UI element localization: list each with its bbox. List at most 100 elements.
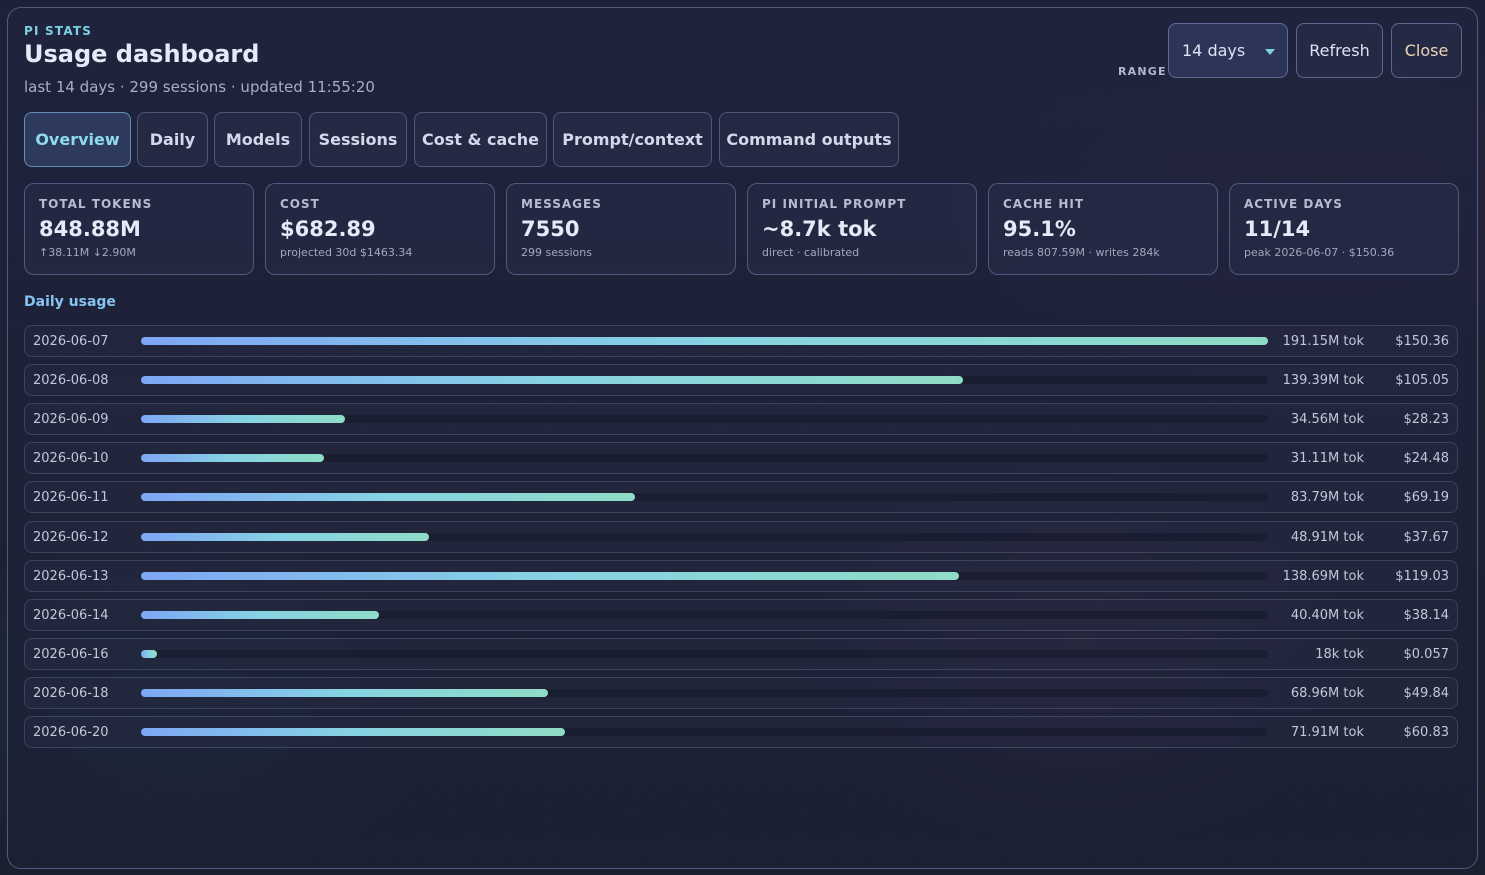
stat-card-cost: COST $682.89 projected 30d $1463.34 [265, 183, 495, 275]
row-cost: $69.19 [1403, 490, 1450, 505]
row-date: 2026-06-10 [33, 451, 109, 466]
row-tokens: 83.79M tok [1290, 490, 1364, 505]
daily-usage-row: 2026-06-16 18k tok $0.057 [24, 638, 1458, 670]
row-date: 2026-06-13 [33, 569, 109, 584]
row-date: 2026-06-20 [33, 725, 109, 740]
stat-card-messages: MESSAGES 7550 299 sessions [506, 183, 736, 275]
row-tokens: 40.40M tok [1290, 608, 1364, 623]
stat-card-sub: projected 30d $1463.34 [280, 246, 413, 259]
tab-models[interactable]: Models [214, 112, 302, 167]
usage-bar-track [141, 650, 1268, 658]
row-tokens: 34.56M tok [1290, 412, 1364, 427]
row-date: 2026-06-09 [33, 412, 109, 427]
row-cost: $0.057 [1403, 647, 1450, 662]
app-eyebrow: PI STATS [24, 24, 93, 38]
refresh-button[interactable]: Refresh [1296, 23, 1383, 78]
row-tokens: 191.15M tok [1282, 334, 1364, 349]
row-date: 2026-06-14 [33, 608, 109, 623]
usage-bar-track [141, 337, 1268, 345]
row-tokens: 71.91M tok [1290, 725, 1364, 740]
row-date: 2026-06-16 [33, 647, 109, 662]
stat-card-total-tokens: TOTAL TOKENS 848.88M ↑38.11M ↓2.90M [24, 183, 254, 275]
row-date: 2026-06-18 [33, 686, 109, 701]
usage-bar [141, 415, 345, 423]
stat-card-label: COST [280, 197, 320, 211]
row-tokens: 138.69M tok [1282, 569, 1364, 584]
tab-daily[interactable]: Daily [137, 112, 208, 167]
stat-card-label: ACTIVE DAYS [1244, 197, 1343, 211]
stat-card-label: TOTAL TOKENS [39, 197, 153, 211]
usage-bar-track [141, 493, 1268, 501]
usage-bar [141, 611, 379, 619]
stat-card-value: $682.89 [280, 217, 376, 241]
usage-bar-track [141, 415, 1268, 423]
row-tokens: 68.96M tok [1290, 686, 1364, 701]
row-date: 2026-06-07 [33, 334, 109, 349]
daily-usage-row: 2026-06-10 31.11M tok $24.48 [24, 442, 1458, 474]
stat-card-value: 7550 [521, 217, 580, 241]
stat-card-active-days: ACTIVE DAYS 11/14 peak 2026-06-07 · $150… [1229, 183, 1459, 275]
chevron-down-icon [1265, 49, 1275, 55]
daily-usage-row: 2026-06-14 40.40M tok $38.14 [24, 599, 1458, 631]
usage-bar-track [141, 728, 1268, 736]
usage-bar [141, 454, 324, 462]
stat-card-label: PI INITIAL PROMPT [762, 197, 907, 211]
daily-usage-title: Daily usage [24, 294, 116, 310]
page-title: Usage dashboard [24, 40, 260, 68]
stat-card-sub: reads 807.59M · writes 284k [1003, 246, 1160, 259]
close-button[interactable]: Close [1391, 23, 1462, 78]
row-cost: $105.05 [1395, 373, 1449, 388]
daily-usage-row: 2026-06-07 191.15M tok $150.36 [24, 325, 1458, 357]
usage-bar [141, 728, 565, 736]
stat-card-sub: peak 2026-06-07 · $150.36 [1244, 246, 1395, 259]
dashboard-panel: PI STATS Usage dashboard last 14 days · … [7, 7, 1478, 869]
usage-bar-track [141, 689, 1268, 697]
range-select-value: 14 days [1182, 41, 1246, 60]
row-cost: $119.03 [1395, 569, 1449, 584]
tab-prompt-context[interactable]: Prompt/context [553, 112, 712, 167]
row-tokens: 139.39M tok [1282, 373, 1364, 388]
stat-card-sub: direct · calibrated [762, 246, 860, 259]
daily-usage-row: 2026-06-18 68.96M tok $49.84 [24, 677, 1458, 709]
row-tokens: 31.11M tok [1290, 451, 1364, 466]
daily-usage-row: 2026-06-09 34.56M tok $28.23 [24, 403, 1458, 435]
tab-cost-cache[interactable]: Cost & cache [414, 112, 547, 167]
range-select[interactable]: 14 days [1168, 23, 1288, 78]
row-cost: $38.14 [1403, 608, 1450, 623]
row-cost: $60.83 [1403, 725, 1450, 740]
daily-usage-row: 2026-06-12 48.91M tok $37.67 [24, 521, 1458, 553]
usage-bar-track [141, 454, 1268, 462]
page-subtitle: last 14 days · 299 sessions · updated 11… [24, 78, 375, 96]
tab-sessions[interactable]: Sessions [309, 112, 407, 167]
row-tokens: 48.91M tok [1290, 530, 1364, 545]
row-cost: $24.48 [1403, 451, 1450, 466]
row-date: 2026-06-12 [33, 530, 109, 545]
usage-bar-track [141, 376, 1268, 384]
usage-bar [141, 689, 548, 697]
stat-card-label: MESSAGES [521, 197, 602, 211]
tab-overview[interactable]: Overview [24, 112, 131, 167]
daily-usage-row: 2026-06-20 71.91M tok $60.83 [24, 716, 1458, 748]
usage-bar [141, 572, 959, 580]
row-date: 2026-06-11 [33, 490, 109, 505]
row-cost: $150.36 [1395, 334, 1449, 349]
usage-bar [141, 650, 157, 658]
row-tokens: 18k tok [1315, 647, 1364, 662]
stat-card-value: 95.1% [1003, 217, 1076, 241]
stat-card-sub: 299 sessions [521, 246, 592, 259]
usage-bar-track [141, 533, 1268, 541]
row-cost: $37.67 [1403, 530, 1450, 545]
row-date: 2026-06-08 [33, 373, 109, 388]
stat-card-sub: ↑38.11M ↓2.90M [39, 246, 136, 259]
stat-card-cache-hit: CACHE HIT 95.1% reads 807.59M · writes 2… [988, 183, 1218, 275]
row-cost: $28.23 [1403, 412, 1450, 427]
tab-command-outputs[interactable]: Command outputs [719, 112, 899, 167]
stat-card-value: ~8.7k tok [762, 217, 877, 241]
daily-usage-row: 2026-06-13 138.69M tok $119.03 [24, 560, 1458, 592]
stat-card-value: 11/14 [1244, 217, 1311, 241]
usage-bar-track [141, 572, 1268, 580]
usage-bar [141, 533, 429, 541]
daily-usage-row: 2026-06-08 139.39M tok $105.05 [24, 364, 1458, 396]
range-label: RANGE [1118, 65, 1167, 78]
usage-bar [141, 376, 963, 384]
